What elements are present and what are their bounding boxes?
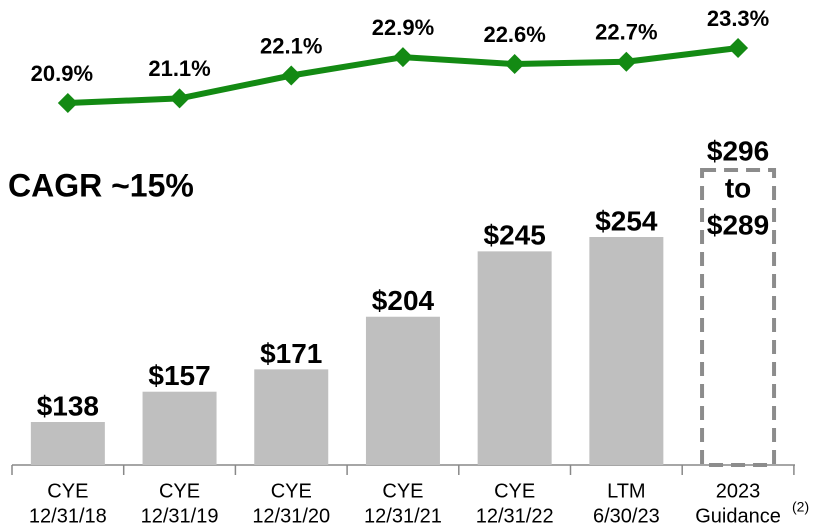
- bar: [30, 422, 105, 465]
- guidance-label: $296: [707, 135, 769, 166]
- bar-value-label: $254: [595, 205, 658, 236]
- line-value-label: 20.9%: [31, 61, 93, 86]
- line-value-label: 22.6%: [483, 22, 545, 47]
- x-tick-label: CYE: [382, 480, 423, 502]
- guidance-label: to: [725, 172, 751, 203]
- x-tick-label: 12/31/20: [252, 505, 330, 527]
- x-tick-label: 12/31/18: [29, 505, 107, 527]
- bar-value-label: $204: [372, 285, 435, 316]
- footnote-marker: (2): [792, 499, 809, 515]
- line-marker: [504, 54, 525, 75]
- bar: [589, 237, 664, 465]
- x-tick-label: 12/31/21: [364, 505, 442, 527]
- line-value-label: 23.3%: [707, 6, 769, 31]
- x-tick-label: CYE: [159, 480, 200, 502]
- line-marker: [392, 47, 413, 68]
- x-tick-label: 6/30/23: [593, 505, 660, 527]
- bar: [477, 251, 552, 465]
- bar: [254, 369, 329, 465]
- line-marker: [281, 65, 302, 86]
- bar-value-label: $245: [484, 220, 546, 251]
- bar: [142, 391, 217, 465]
- line-value-label: 22.9%: [372, 15, 434, 40]
- x-tick-label: 12/31/22: [476, 505, 554, 527]
- bar-value-label: $138: [37, 390, 99, 421]
- bar-value-label: $157: [148, 360, 210, 391]
- x-tick-label: CYE: [271, 480, 312, 502]
- x-tick-label: LTM: [607, 480, 646, 502]
- guidance-label: $289: [707, 209, 769, 240]
- cagr-annotation: CAGR ~15%: [8, 167, 194, 203]
- bar: [365, 316, 440, 465]
- x-tick-label: CYE: [47, 480, 88, 502]
- guidance-box: [700, 168, 777, 467]
- line-value-label: 22.7%: [595, 20, 657, 45]
- x-tick-label: 2023: [716, 480, 761, 502]
- line-marker: [728, 38, 749, 58]
- bar-value-label: $171: [260, 338, 322, 369]
- line-marker: [169, 88, 190, 109]
- line-marker: [616, 51, 637, 72]
- x-tick-label: Guidance: [695, 505, 781, 527]
- line-value-label: 21.1%: [148, 56, 210, 81]
- line-value-label: 22.1%: [260, 33, 322, 58]
- line-marker: [57, 93, 78, 113]
- x-tick-label: 12/31/19: [141, 505, 219, 527]
- x-tick-label: CYE: [494, 480, 535, 502]
